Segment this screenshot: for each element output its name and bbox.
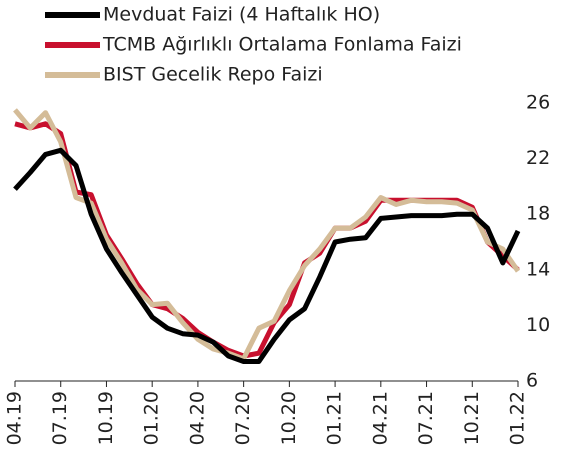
legend-label: TCMB Ağırlıklı Ortalama Fonlama Faizi <box>102 34 462 56</box>
x-tick-label: 07.21 <box>415 391 437 445</box>
y-tick-label: 14 <box>526 258 550 280</box>
legend-label: BIST Gecelik Repo Faizi <box>103 64 323 86</box>
x-tick-label: 07.20 <box>232 391 254 445</box>
y-tick-label: 22 <box>526 147 550 169</box>
series-line <box>13 108 521 362</box>
y-tick-label: 18 <box>526 203 550 225</box>
y-tick-label: 26 <box>526 92 550 114</box>
series-line <box>13 147 521 364</box>
y-tick-label: 6 <box>526 370 538 392</box>
legend-label: Mevduat Faizi (4 Haftalık HO) <box>103 4 380 26</box>
x-tick-label: 10.19 <box>95 391 117 445</box>
x-tick-label: 01.22 <box>507 391 529 445</box>
x-tick-label: 10.20 <box>278 391 300 445</box>
x-tick-label: 01.21 <box>324 391 346 445</box>
x-tick-label: 07.19 <box>49 391 71 445</box>
y-tick-label: 10 <box>526 314 550 336</box>
x-tick-label: 04.19 <box>4 391 26 445</box>
series-line <box>14 121 520 359</box>
x-tick-label: 01.20 <box>141 391 163 445</box>
x-tick-label: 04.20 <box>186 391 208 445</box>
x-tick-label: 10.21 <box>461 391 483 445</box>
x-tick-label: 04.21 <box>369 391 391 445</box>
